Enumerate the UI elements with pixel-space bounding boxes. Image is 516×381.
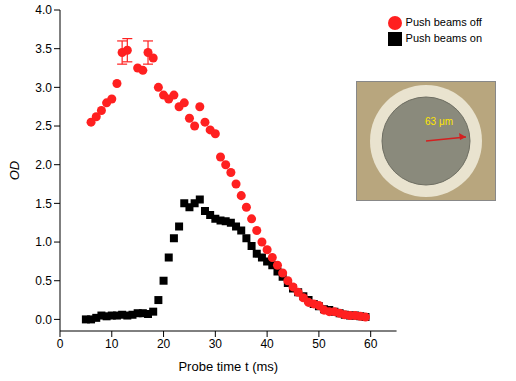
svg-text:3.0: 3.0 — [35, 81, 52, 95]
svg-text:10: 10 — [105, 337, 119, 351]
svg-text:2.5: 2.5 — [35, 119, 52, 133]
svg-text:0.5: 0.5 — [35, 274, 52, 288]
svg-text:1.5: 1.5 — [35, 197, 52, 211]
svg-text:50: 50 — [312, 337, 326, 351]
svg-text:0: 0 — [57, 337, 64, 351]
svg-text:OD: OD — [7, 161, 22, 181]
html-text:63 μm: 63 μm — [425, 116, 453, 127]
svg-text:Probe time t (ms): Probe time t (ms) — [178, 359, 278, 374]
svg-text:20: 20 — [157, 337, 171, 351]
svg-text:4.0: 4.0 — [35, 3, 52, 17]
svg-text:2.0: 2.0 — [35, 158, 52, 172]
svg-text:3.5: 3.5 — [35, 42, 52, 56]
html-text:Push beams off: Push beams off — [405, 16, 482, 28]
svg-text:0.0: 0.0 — [35, 313, 52, 327]
svg-text:30: 30 — [209, 337, 223, 351]
html-text:Push beams on: Push beams on — [405, 32, 482, 45]
svg-text:40: 40 — [260, 337, 274, 351]
svg-text:60: 60 — [364, 337, 378, 351]
svg-text:1.0: 1.0 — [35, 235, 52, 249]
